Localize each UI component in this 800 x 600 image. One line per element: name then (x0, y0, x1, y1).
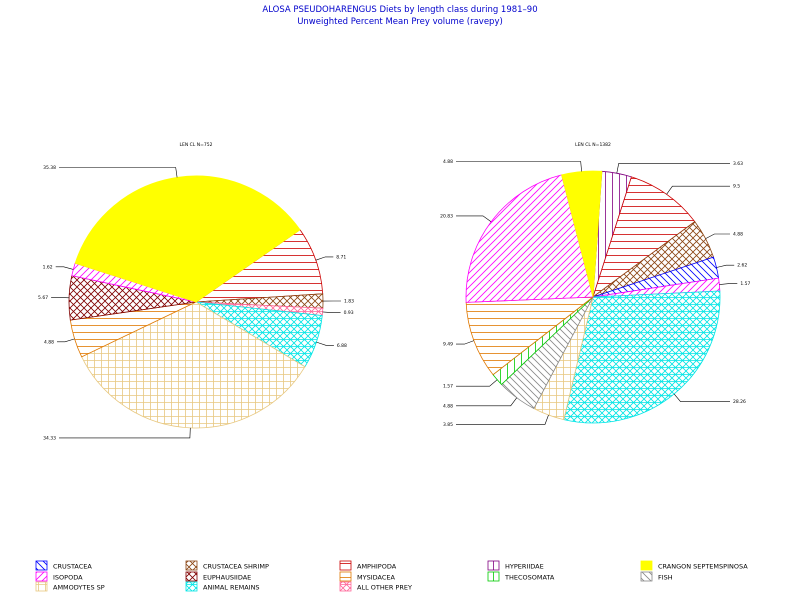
leader-line (456, 414, 549, 425)
slice-value-label: 9.5 (733, 184, 740, 190)
legend-swatch (640, 560, 653, 571)
slice-value-label: 28.26 (733, 399, 746, 405)
leader-line (705, 233, 730, 239)
slice-value-label: 5.67 (38, 295, 48, 301)
slice-value-label: 2.62 (737, 263, 747, 269)
pie-slice-crangon (74, 175, 301, 303)
slice-value-label: 8.71 (336, 254, 346, 260)
legend-swatch (487, 560, 500, 571)
chart-subtitle: Unweighted Percent Mean Prey volume (rav… (297, 17, 503, 27)
leader-line (719, 283, 738, 285)
legend-item-mysidacea: MYSIDACEA (339, 571, 395, 582)
slice-value-label: 3.63 (733, 161, 743, 167)
slice-value-label: 1.57 (443, 384, 453, 390)
legend-item-isopoda: ISOPODA (35, 571, 83, 582)
legend-swatch (185, 581, 198, 592)
chart-title: ALOSA PSEUDOHARENGUS Diets by length cla… (262, 5, 537, 15)
leader-line (456, 397, 517, 407)
legend-item-animal-remains: ANIMAL REMAINS (185, 581, 260, 592)
legend-swatch (185, 560, 198, 571)
slice-value-label: 4.88 (443, 403, 453, 409)
slice-value-label: 4.88 (733, 232, 743, 238)
leader-line (316, 341, 334, 346)
legend-item-fish: FISH (640, 571, 673, 582)
slice-value-label: 3.85 (443, 422, 453, 428)
legend-label: FISH (658, 574, 673, 582)
legend-item-all-other: ALL OTHER PREY (339, 581, 412, 592)
leader-line (55, 266, 74, 270)
leader-line (456, 161, 582, 172)
leader-line (456, 215, 492, 223)
slice-value-label: 6.88 (337, 343, 347, 349)
leader-line (456, 379, 498, 387)
leader-line (673, 393, 730, 402)
legend-label: HYPERIIDAE (505, 563, 544, 571)
leader-line (57, 338, 75, 343)
legend-item-crustacea-shrimp: CRUSTACEA SHRIMP (185, 560, 269, 571)
pie-slice-ammodytes (81, 301, 306, 429)
legend-item-amphipoda: AMPHIPODA (339, 560, 397, 571)
pie-slice-crangon (561, 170, 603, 298)
leader-line (666, 185, 730, 195)
leader-line (616, 163, 730, 174)
slice-value-label: 20.83 (440, 213, 453, 219)
slice-value-label: 1.62 (43, 264, 53, 270)
slice-value-label: 4.88 (44, 339, 54, 345)
leader-line (456, 340, 475, 345)
legend-label: MYSIDACEA (357, 574, 395, 582)
legend-swatch (339, 581, 352, 592)
pie-chart-right: LEN CL N=1382 3.63 9.5 4.88 2.62 1.57 28.26 3.… (440, 142, 750, 428)
legend-label: ALL OTHER PREY (357, 584, 412, 592)
pie-slice-mysidacea (465, 296, 595, 376)
pie-slice-isopoda (465, 174, 594, 303)
leader-line (322, 311, 341, 314)
leader-line (59, 167, 178, 178)
legend-label: ISOPODA (53, 574, 83, 582)
legend-item-hyperiidae: HYPERIIDAE (487, 560, 544, 571)
legend-label: ANIMAL REMAINS (203, 584, 260, 592)
legend-swatch (185, 571, 198, 582)
legend-item-ammodytes: AMMODYTES SP (35, 581, 105, 592)
slice-value-label: 9.49 (443, 342, 453, 348)
legend-swatch (640, 571, 653, 582)
legend-label: CRUSTACEA SHRIMP (203, 563, 269, 571)
legend-swatch (339, 571, 352, 582)
legend-item-crangon: CRANGON SEPTEMSPINOSA (640, 560, 748, 571)
legend-swatch (487, 571, 500, 582)
pie-right-title: LEN CL N=1382 (575, 142, 611, 148)
leader-line (716, 264, 735, 268)
pie-slice-amphipoda (592, 176, 696, 299)
leader-line (59, 427, 191, 439)
slice-value-label: 35.38 (43, 165, 56, 171)
slice-value-label: 34.33 (43, 435, 56, 441)
legend-swatch (35, 581, 48, 592)
legend-label: CRUSTACEA (53, 563, 92, 571)
legend-label: THECOSOMATA (504, 574, 555, 582)
legend-label: EUPHAUSIIDAE (203, 574, 251, 582)
pie-left-title: LEN CL N=752 (180, 142, 213, 148)
legend-item-euphausiidae: EUPHAUSIIDAE (185, 571, 251, 582)
legend-label: AMMODYTES SP (53, 584, 105, 592)
slice-value-label: 4.88 (443, 159, 453, 165)
leader-line (315, 256, 334, 261)
legend-swatch (35, 571, 48, 582)
legend: CRUSTACEA CRUSTACEA SHRIMP AMPHIPODA HYPERI… (35, 560, 748, 592)
legend-label: AMPHIPODA (357, 563, 397, 571)
pie-chart-left: LEN CL N=752 8.71 1.83 0.93 6.88 34.33 4.88 5.… (38, 142, 354, 441)
slice-value-label: 0.93 (344, 310, 354, 316)
legend-swatch (339, 560, 352, 571)
legend-label: CRANGON SEPTEMSPINOSA (658, 563, 748, 571)
slice-value-label: 1.57 (740, 281, 750, 287)
legend-swatch (35, 560, 48, 571)
slice-value-label: 1.83 (344, 298, 354, 304)
legend-item-crustacea: CRUSTACEA (35, 560, 92, 571)
legend-item-thecosomata: THECOSOMATA (487, 571, 555, 582)
